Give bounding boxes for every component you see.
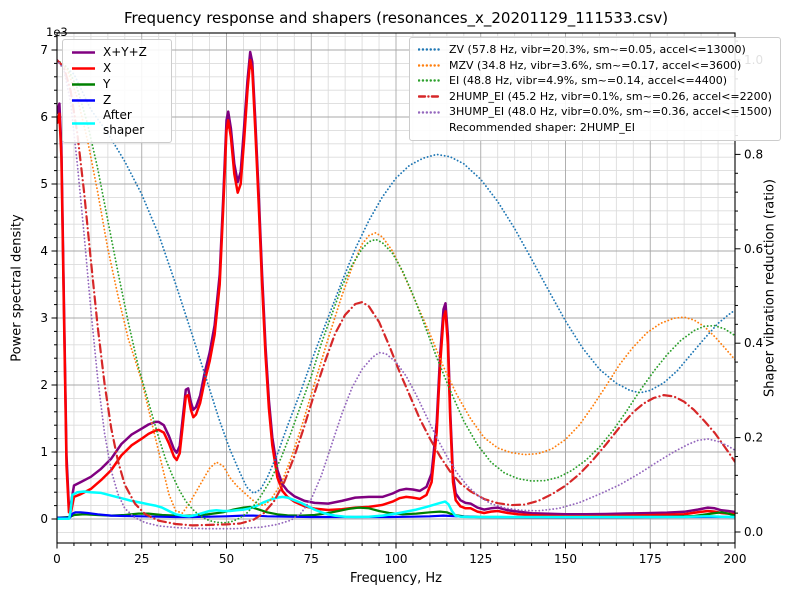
dotted-line-swatch-icon bbox=[418, 64, 442, 67]
svg-text:0.0: 0.0 bbox=[744, 525, 763, 539]
tick-labels: 0 25 50 75 100 125 150 175 200 0 1 2 3 4 5 6 7 0.0 0.2 0.4 0… bbox=[40, 43, 763, 566]
legend-item-ei: EI (48.8 Hz, vibr=4.9%, sm~=0.14, accel<… bbox=[418, 73, 772, 89]
recommended-shaper-note: Recommended shaper: 2HUMP_EI bbox=[449, 120, 635, 134]
legend-label: X+Y+Z bbox=[103, 44, 147, 59]
line-swatch-icon bbox=[72, 121, 95, 125]
legend-item-xyz: X+Y+Z bbox=[71, 44, 163, 60]
curve-x bbox=[57, 58, 735, 518]
legend-shapers: ZV (57.8 Hz, vibr=20.3%, sm~=0.05, accel… bbox=[409, 37, 781, 141]
legend-item-mzv: MZV (34.8 Hz, vibr=3.6%, sm~=0.17, accel… bbox=[418, 58, 772, 74]
svg-text:100: 100 bbox=[385, 552, 408, 566]
svg-text:0: 0 bbox=[40, 512, 48, 526]
y-right-axis-label: Shaper vibration reduction (ratio) bbox=[762, 179, 778, 397]
svg-text:125: 125 bbox=[469, 552, 492, 566]
y-left-offset-label: 1e3 bbox=[46, 25, 68, 39]
curve-MZV bbox=[57, 59, 735, 514]
legend-item-3hump-ei: 3HUMP_EI (48.0 Hz, vibr=0.0%, sm~=0.36, … bbox=[418, 104, 772, 120]
legend-item-z: Z bbox=[71, 92, 163, 108]
dotted-line-swatch-icon bbox=[418, 79, 442, 83]
svg-text:7: 7 bbox=[40, 43, 48, 57]
line-swatch-icon bbox=[72, 98, 95, 102]
svg-text:50: 50 bbox=[219, 552, 234, 566]
line-swatch-icon bbox=[72, 66, 95, 70]
tick-marks bbox=[51, 36, 741, 549]
legend-label: ZV (57.8 Hz, vibr=20.3%, sm~=0.05, accel… bbox=[449, 43, 746, 56]
line-swatch-icon bbox=[72, 50, 95, 54]
svg-text:2: 2 bbox=[40, 378, 48, 392]
legend-item-zv: ZV (57.8 Hz, vibr=20.3%, sm~=0.05, accel… bbox=[418, 42, 772, 58]
legend-item-after-shaper: After shaper bbox=[71, 108, 163, 138]
curve-2HUMP_EI bbox=[57, 58, 735, 527]
curve-ZV bbox=[57, 59, 735, 495]
svg-text:0.8: 0.8 bbox=[744, 147, 763, 161]
svg-text:0.6: 0.6 bbox=[744, 242, 763, 256]
svg-text:0: 0 bbox=[53, 552, 61, 566]
legend-label: Y bbox=[103, 76, 111, 91]
dotted-line-swatch-icon bbox=[418, 48, 442, 51]
svg-text:75: 75 bbox=[304, 552, 319, 566]
curve-EI bbox=[57, 59, 735, 524]
dashdot-line-swatch-icon bbox=[418, 95, 442, 98]
curve-after_shaper bbox=[57, 490, 735, 520]
legend-item-x: X bbox=[71, 60, 163, 76]
legend-label: 3HUMP_EI (48.0 Hz, vibr=0.0%, sm~=0.36, … bbox=[449, 105, 772, 119]
svg-text:0.2: 0.2 bbox=[744, 431, 763, 445]
legend-item-y: Y bbox=[71, 76, 163, 92]
line-swatch-icon bbox=[72, 82, 95, 86]
svg-text:1: 1 bbox=[40, 445, 48, 459]
svg-text:6: 6 bbox=[40, 110, 48, 124]
dotted-line-swatch-icon bbox=[418, 110, 442, 114]
y-left-axis-label: Power spectral density bbox=[9, 214, 25, 362]
svg-text:5: 5 bbox=[40, 177, 48, 191]
svg-text:175: 175 bbox=[639, 552, 662, 566]
svg-text:3: 3 bbox=[40, 311, 48, 325]
svg-text:4: 4 bbox=[40, 244, 48, 258]
legend-label: MZV (34.8 Hz, vibr=3.6%, sm~=0.17, accel… bbox=[449, 58, 742, 72]
legend-label: Z bbox=[103, 92, 112, 107]
curve-3HUMP_EI bbox=[57, 59, 735, 530]
chart-title: Frequency response and shapers (resonanc… bbox=[123, 9, 669, 27]
x-axis-label: Frequency, Hz bbox=[349, 571, 443, 586]
legend-label: 2HUMP_EI (45.2 Hz, vibr=0.1%, sm~=0.26, … bbox=[449, 89, 772, 103]
svg-text:0.4: 0.4 bbox=[744, 336, 763, 350]
svg-text:200: 200 bbox=[724, 552, 747, 566]
svg-text:150: 150 bbox=[554, 552, 577, 566]
svg-text:25: 25 bbox=[134, 552, 149, 566]
legend-label: X bbox=[103, 60, 112, 75]
legend-psd-curves: X+Y+Z X Y Z After shaper bbox=[62, 39, 172, 143]
legend-item-2hump-ei: 2HUMP_EI (45.2 Hz, vibr=0.1%, sm~=0.26, … bbox=[418, 89, 772, 105]
curves bbox=[57, 50, 735, 530]
legend-label: After shaper bbox=[103, 108, 145, 137]
legend-label: EI (48.8 Hz, vibr=4.9%, sm~=0.14, accel<… bbox=[449, 74, 727, 88]
